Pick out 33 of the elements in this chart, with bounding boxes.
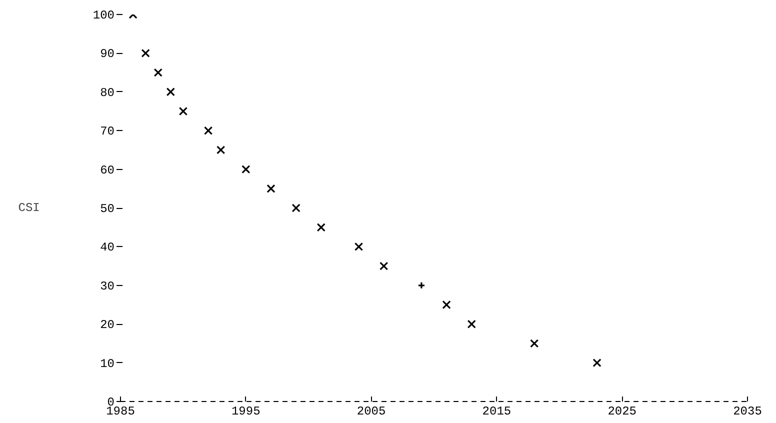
point [442, 300, 451, 310]
point [216, 146, 226, 154]
point [354, 242, 364, 252]
y-tick-label: 50 [100, 202, 115, 216]
point [266, 184, 276, 193]
y-tick-label: 70 [100, 124, 115, 139]
point [242, 164, 250, 174]
point [178, 106, 188, 116]
y-tick-label: 100 [92, 8, 115, 22]
point [204, 126, 213, 135]
point [530, 339, 539, 348]
y-tick-label: 20 [100, 318, 115, 332]
y-tick-label: 90 [100, 47, 115, 62]
x-tick-label: 2025 [608, 404, 637, 418]
point [418, 282, 426, 290]
y-tick-label: 60 [100, 163, 115, 178]
x-tick-label: 2015 [482, 404, 512, 418]
y-axis-title: CSI [18, 201, 40, 215]
point [166, 88, 175, 96]
x-tick-label: 2005 [356, 404, 386, 418]
y-tick-label: 40 [100, 240, 115, 255]
point [141, 48, 150, 58]
point [592, 358, 602, 368]
y-tick-label: 10 [100, 356, 115, 371]
point [467, 320, 476, 328]
point [292, 204, 300, 212]
x-tick-label: 1995 [232, 404, 260, 418]
point [380, 262, 388, 270]
point [316, 223, 326, 232]
y-tick-label: 80 [100, 86, 115, 100]
x-tick-label: 2035 [733, 404, 762, 418]
y-tick-label: 30 [100, 279, 115, 294]
point [154, 68, 162, 77]
